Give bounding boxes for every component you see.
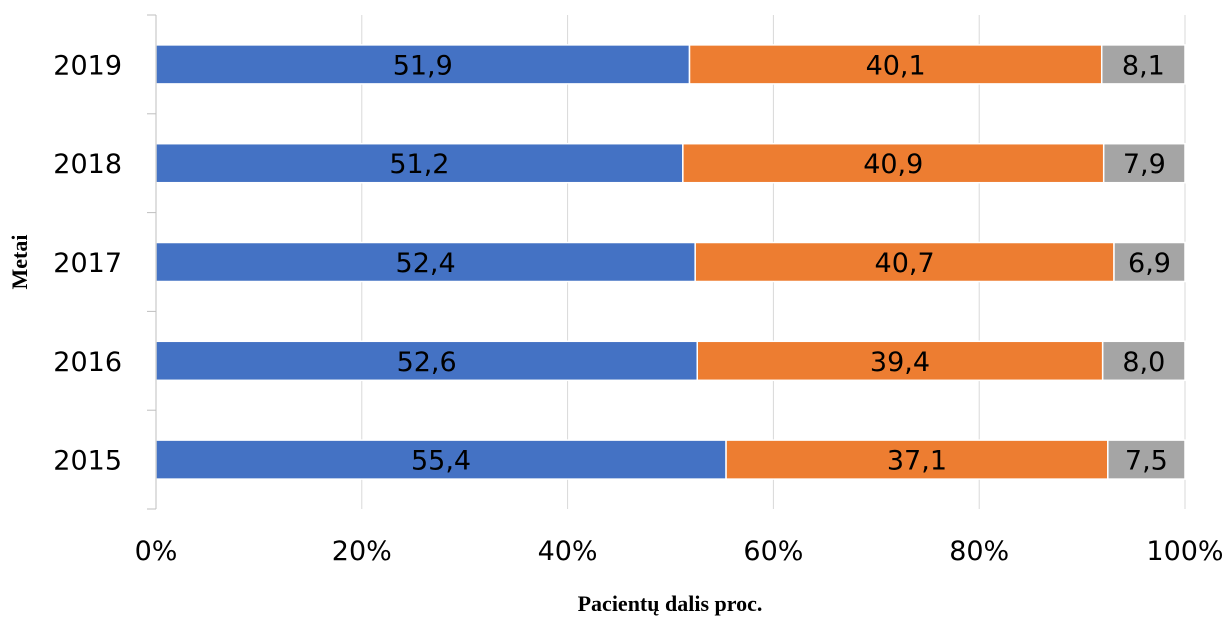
data-label: 40,7 bbox=[875, 248, 935, 279]
y-tick-label: 2017 bbox=[53, 248, 122, 279]
x-tick-label: 40% bbox=[538, 536, 598, 567]
data-label: 8,1 bbox=[1122, 50, 1165, 81]
bar-segment bbox=[155, 44, 691, 85]
bar-segment bbox=[1113, 241, 1186, 283]
bar-segment bbox=[155, 241, 696, 283]
data-label: 37,1 bbox=[887, 446, 947, 477]
data-label: 39,4 bbox=[870, 347, 930, 378]
data-label: 8,0 bbox=[1122, 347, 1165, 378]
data-label: 7,9 bbox=[1123, 149, 1166, 180]
x-tick-label: 60% bbox=[743, 536, 803, 567]
y-tick-label: 2018 bbox=[53, 149, 122, 180]
axes bbox=[147, 14, 157, 510]
bars bbox=[155, 44, 1186, 480]
bar-segment bbox=[1107, 439, 1186, 480]
data-label: 52,4 bbox=[396, 248, 456, 279]
y-tick-label: 2019 bbox=[53, 50, 122, 81]
bar-segment bbox=[688, 44, 1103, 85]
x-tick-label: 20% bbox=[332, 536, 392, 567]
bar-segment bbox=[1102, 142, 1186, 184]
bar-segment bbox=[696, 340, 1104, 382]
y-axis-title: Metai bbox=[7, 235, 32, 290]
x-axis-title: Pacientų dalis proc. bbox=[578, 591, 763, 616]
y-tick-label: 2016 bbox=[53, 347, 122, 378]
data-label: 51,9 bbox=[393, 50, 453, 81]
data-label: 7,5 bbox=[1125, 446, 1168, 477]
data-label: 52,6 bbox=[397, 347, 457, 378]
data-label: 40,9 bbox=[863, 149, 923, 180]
data-label: 6,9 bbox=[1128, 248, 1171, 279]
data-label: 55,4 bbox=[411, 446, 471, 477]
bar-segment bbox=[1101, 340, 1186, 382]
labels: 0% 20% 40% 60% 80% 100% 51,9 40,1 8,1 2019 51,2 40,… bbox=[53, 50, 1223, 567]
bar-segment bbox=[1100, 44, 1186, 85]
x-tick-label: 100% bbox=[1146, 536, 1223, 567]
bar-segment bbox=[682, 142, 1105, 184]
data-label: 40,1 bbox=[866, 50, 926, 81]
y-tick-label: 2015 bbox=[53, 446, 122, 477]
x-tick-label: 80% bbox=[949, 536, 1009, 567]
x-tick-label: 0% bbox=[135, 536, 178, 567]
data-label: 51,2 bbox=[389, 149, 449, 180]
